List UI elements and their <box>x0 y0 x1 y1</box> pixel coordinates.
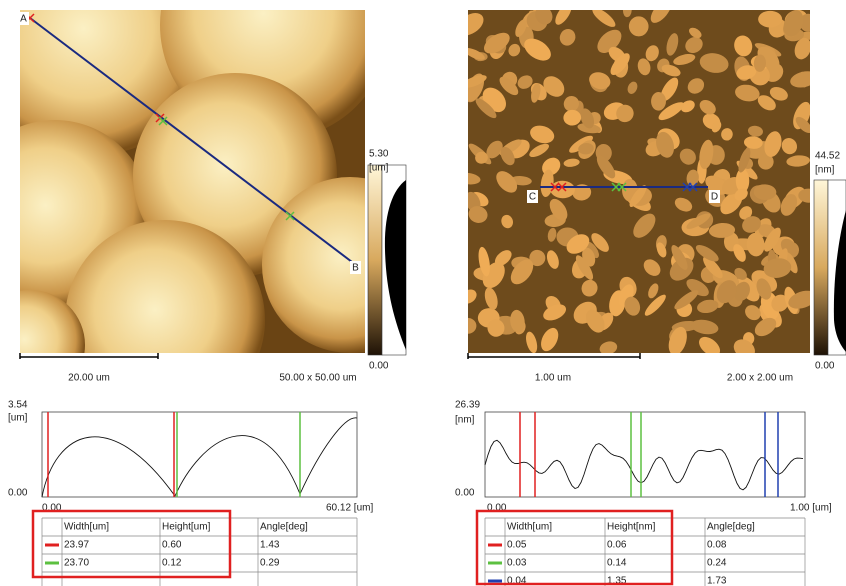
table-cell: 0.06 <box>607 540 627 551</box>
colorbar-max: 5.30 <box>369 149 389 160</box>
colorbar <box>814 180 828 355</box>
table-header: Height[um] <box>162 522 211 533</box>
colorbar <box>368 165 382 355</box>
profile-y-max: 3.54 <box>8 400 28 411</box>
grain <box>758 11 782 28</box>
scale-bar-label: 20.00 um <box>68 373 110 384</box>
scale-bar <box>20 353 158 359</box>
marker-label: A <box>20 14 27 25</box>
table-header: Angle[deg] <box>707 522 755 533</box>
profile-y-unit: [um] <box>8 413 28 424</box>
table-cell: 0.05 <box>507 540 527 551</box>
table-cell: 23.97 <box>64 540 89 551</box>
scale-bar <box>468 353 640 359</box>
table-cell: 23.70 <box>64 558 89 569</box>
table-cell: 0.08 <box>707 540 727 551</box>
profile-y-max: 26.39 <box>455 400 480 411</box>
profile-box <box>42 412 357 497</box>
scan-size: 50.00 x 50.00 um <box>279 373 356 384</box>
marker-label: D <box>711 192 718 203</box>
colorbar-unit: [nm] <box>815 165 835 176</box>
table-header: Height[nm] <box>607 522 656 533</box>
table-cell: 0.03 <box>507 558 527 569</box>
marker-label: B <box>352 263 359 274</box>
profile-y-min: 0.00 <box>455 488 475 499</box>
table-header: Width[um] <box>64 522 109 533</box>
colorbar-unit: [um] <box>369 163 389 174</box>
table-cell: 1.73 <box>707 576 727 586</box>
table-header: Angle[deg] <box>260 522 308 533</box>
profile-y-unit: [nm] <box>455 415 475 426</box>
afm-image-right <box>453 0 820 363</box>
marker-label: C <box>529 192 536 203</box>
profile-x-max: 1.00 [um] <box>790 503 832 514</box>
result-table: Width[um] Height[nm] Angle[deg] 0.05 0.06 0.0… <box>485 518 805 586</box>
colorbar-min: 0.00 <box>369 361 389 372</box>
profile-x-max: 60.12 [um] <box>326 503 373 514</box>
table-cell: 1.43 <box>260 540 280 551</box>
scan-size: 2.00 x 2.00 um <box>727 373 793 384</box>
table-cell: 0.60 <box>162 540 182 551</box>
scale-bar-label: 1.00 um <box>535 373 571 384</box>
colorbar-max: 44.52 <box>815 151 840 162</box>
table-cell: 0.29 <box>260 558 280 569</box>
table-header: Width[um] <box>507 522 552 533</box>
profile-box <box>485 412 805 497</box>
figure: A B 5.30 [um] 0.00 20.00 um 50.00 x 50.0… <box>0 0 846 586</box>
colorbar-min: 0.00 <box>815 361 835 372</box>
table-cell: 0.12 <box>162 558 182 569</box>
profile-y-min: 0.00 <box>8 488 28 499</box>
table-cell: 0.24 <box>707 558 727 569</box>
table-cell: 0.14 <box>607 558 627 569</box>
